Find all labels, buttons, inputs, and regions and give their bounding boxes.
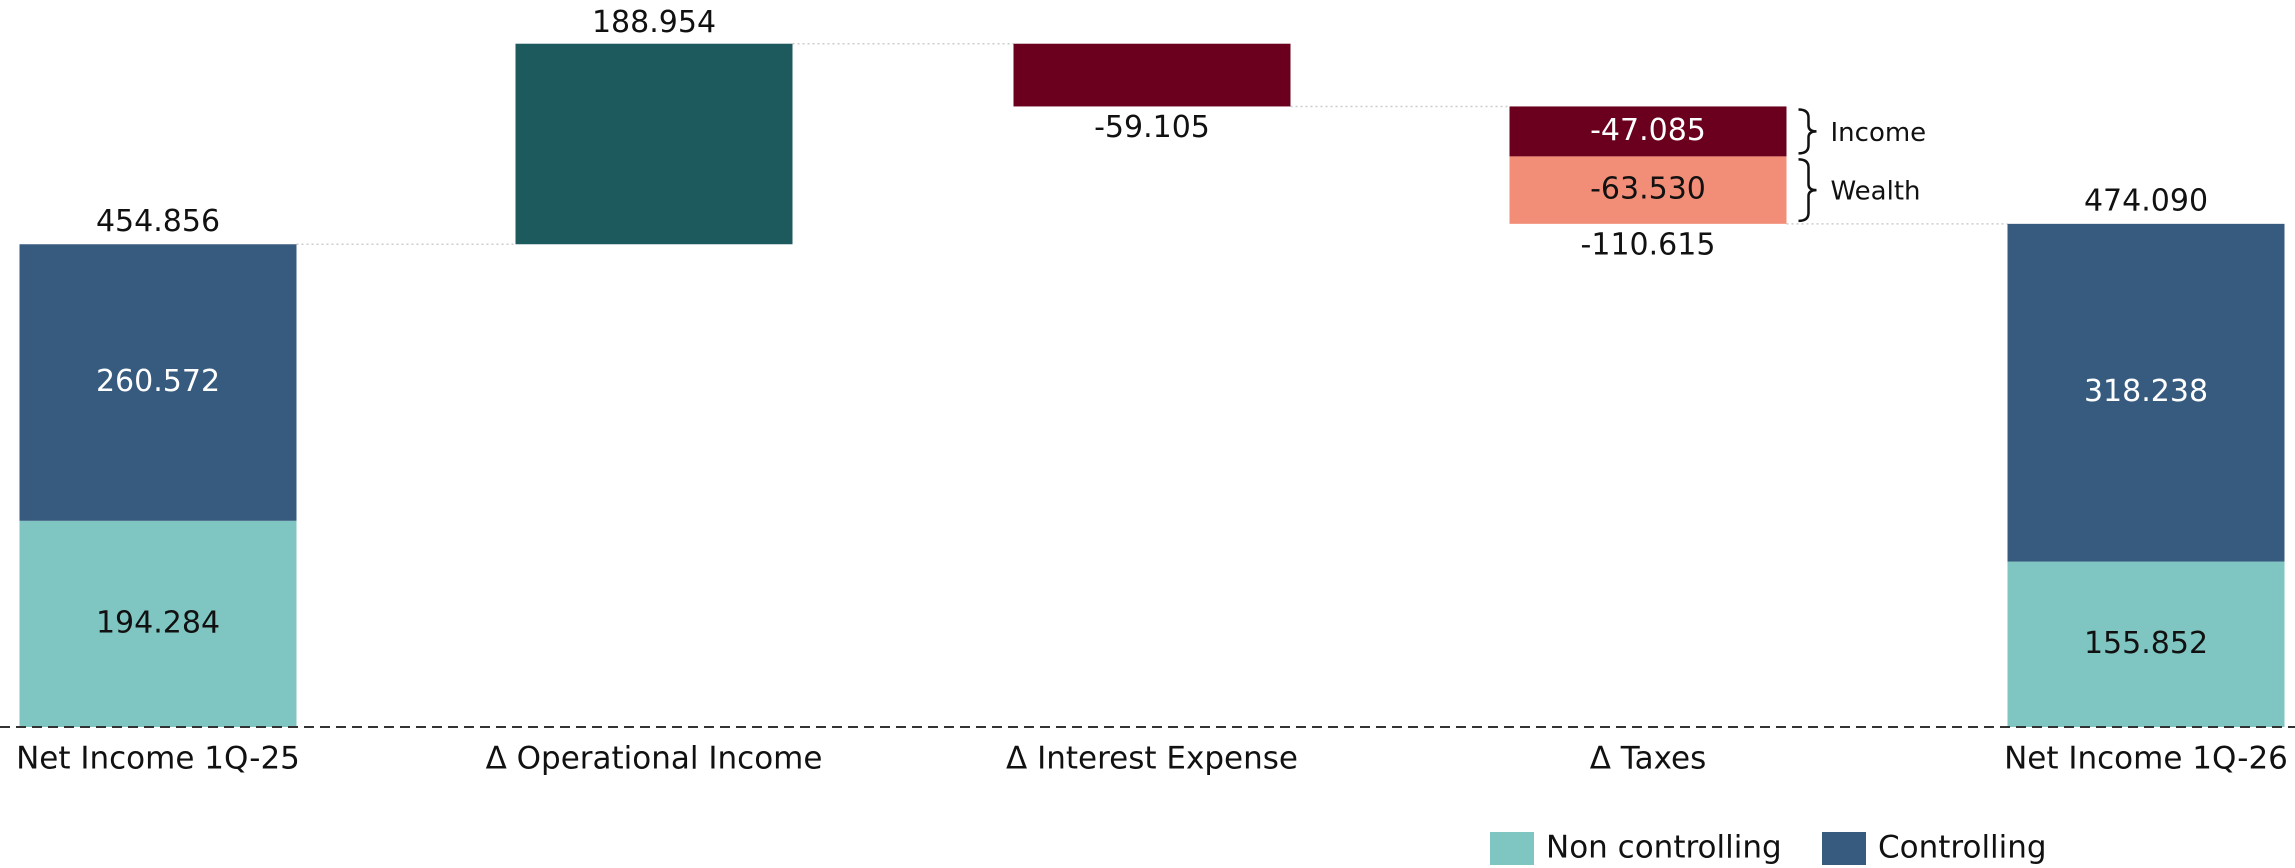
delta-bar	[515, 43, 793, 245]
delta-bar	[1509, 156, 1787, 224]
total-label: 454.856	[96, 204, 220, 239]
legend-swatch	[1822, 832, 1866, 865]
bar-segment	[19, 520, 297, 727]
x-tick-label: Δ Operational Income	[486, 741, 823, 777]
delta-bar	[1013, 43, 1291, 107]
legend-swatch	[1490, 832, 1534, 865]
delta-label: -47.085	[1590, 113, 1706, 148]
x-tick-label: Net Income 1Q-25	[16, 741, 300, 777]
bar-segment	[19, 244, 297, 521]
x-tick-label: Δ Taxes	[1590, 741, 1706, 777]
segment-label: 318.238	[2084, 374, 2208, 409]
legend-label: Controlling	[1878, 830, 2047, 866]
delta-total-label: -110.615	[1581, 227, 1716, 262]
segment-label: 260.572	[96, 364, 220, 399]
bar-segment	[2007, 561, 2285, 727]
segment-label: 155.852	[2084, 626, 2208, 661]
bar-segment	[2007, 223, 2285, 562]
legend-label: Non controlling	[1546, 830, 1782, 866]
x-tick-label: Net Income 1Q-26	[2004, 741, 2288, 777]
segment-label: 194.284	[96, 605, 220, 640]
delta-label: 188.954	[592, 5, 716, 40]
delta-bar	[1509, 106, 1787, 157]
part-label: Income	[1831, 118, 1927, 148]
x-tick-label: Δ Interest Expense	[1006, 741, 1298, 777]
bracket	[1798, 158, 1817, 223]
bracket	[1798, 108, 1817, 155]
total-label: 474.090	[2084, 183, 2208, 218]
delta-label: -63.530	[1590, 172, 1706, 207]
part-label: Wealth	[1831, 177, 1921, 207]
delta-label: -59.105	[1094, 110, 1210, 145]
